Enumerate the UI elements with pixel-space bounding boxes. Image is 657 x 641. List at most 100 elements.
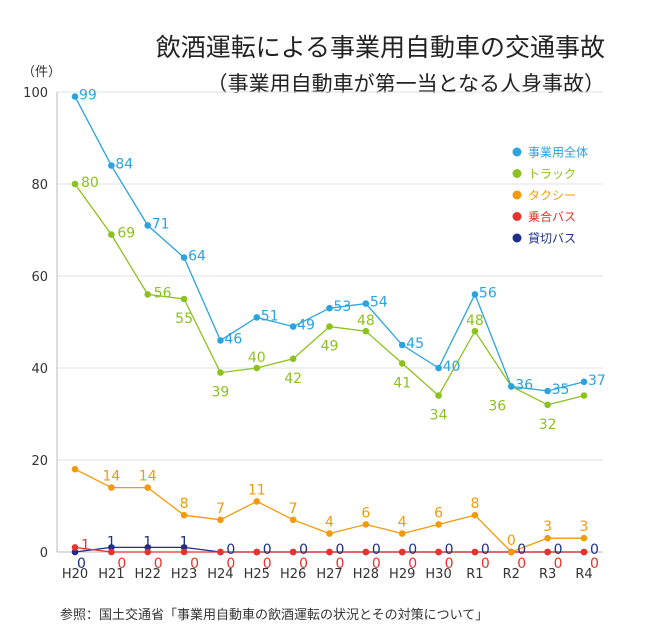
x-tick-label: H21 [98,567,124,582]
data-point [471,291,479,298]
data-point [398,360,406,367]
x-tick-label: H29 [389,567,415,582]
data-label: 0 [481,542,490,558]
data-label: 45 [406,336,424,352]
data-label: 49 [321,339,339,355]
data-point [217,369,224,376]
data-point [71,544,79,551]
data-label: 1 [143,534,152,550]
data-point [71,548,79,556]
data-label: 14 [139,469,157,485]
data-point [108,162,115,169]
data-label: 3 [580,519,589,535]
legend-label: タクシー [528,189,576,203]
data-point [253,314,261,321]
data-label: 8 [470,496,479,512]
data-label: 64 [188,249,206,265]
data-point [326,323,333,330]
data-point [289,355,297,363]
data-point [544,387,551,395]
data-label: 0 [336,556,345,572]
data-point [580,548,588,556]
data-point [507,548,515,556]
data-point [180,511,188,519]
data-label: 0 [117,556,126,572]
source-note: 参照：国土交通省「事業用自動車の飲酒運転の状況とその対策について」 [60,608,489,623]
data-label: 0 [226,556,235,572]
data-point [108,484,115,491]
x-tick-label: R1 [466,567,483,582]
data-label: 39 [212,385,230,401]
data-point [289,323,297,330]
data-point [471,548,479,556]
chart-title: 飲酒運転による事業用自動車の交通事故 [155,33,605,62]
data-label: 14 [102,469,120,485]
data-point [398,548,406,556]
data-label: 40 [248,350,266,366]
data-point [362,548,370,556]
data-label: 6 [434,505,443,521]
data-label: 40 [443,359,461,375]
data-label: 0 [445,542,454,558]
data-point [435,364,442,372]
y-tick-label: 60 [31,270,48,285]
data-label: 36 [488,398,506,414]
data-label: 0 [336,542,345,558]
data-point [326,304,333,312]
data-point [544,401,551,409]
data-label: 4 [398,515,407,531]
data-label: 0 [372,556,381,572]
data-point [71,180,79,188]
data-label: 46 [224,331,242,347]
data-label: 4 [325,515,334,531]
x-tick-label: R2 [503,567,520,582]
data-label: 55 [175,311,193,327]
data-label: 1 [180,534,189,550]
data-label: 8 [180,496,189,512]
data-point [580,534,588,542]
legend-label: トラック [528,167,576,181]
data-label: 0 [408,556,417,572]
x-tick-label: H24 [207,567,233,582]
x-tick-label: H25 [244,567,270,582]
x-tick-label: H30 [425,567,451,582]
data-point [362,300,370,307]
data-label: 41 [393,375,411,391]
data-label: 0 [590,556,599,572]
data-label: 0 [190,556,199,572]
data-point [144,291,152,298]
data-label: 7 [289,501,298,517]
legend-marker [512,169,522,178]
data-point [544,534,551,542]
data-label: 1 [81,537,90,553]
data-point [71,465,79,473]
x-tick-label: H26 [280,567,306,582]
data-point [144,544,152,551]
data-point [507,383,515,390]
data-point [144,222,152,229]
data-point [580,378,588,386]
data-point [253,364,261,372]
data-point [144,548,152,556]
data-label: 48 [466,313,484,329]
data-point [471,327,479,335]
data-label: 35 [552,382,570,398]
data-label: 1 [107,534,116,550]
data-label: 84 [115,157,133,173]
x-tick-label: R3 [539,567,556,582]
x-tick-label: H27 [316,567,342,582]
data-point [71,93,79,100]
data-point [289,516,297,524]
legend-marker [512,190,522,200]
data-point [180,548,188,556]
data-point [326,530,333,537]
data-point [180,544,188,551]
data-point [398,530,406,537]
data-label: 0 [554,556,563,572]
data-label: 0 [372,542,381,558]
data-label: 32 [539,417,557,433]
data-label: 0 [517,556,526,572]
legend-marker [512,147,522,157]
x-tick-label: R4 [575,567,592,582]
